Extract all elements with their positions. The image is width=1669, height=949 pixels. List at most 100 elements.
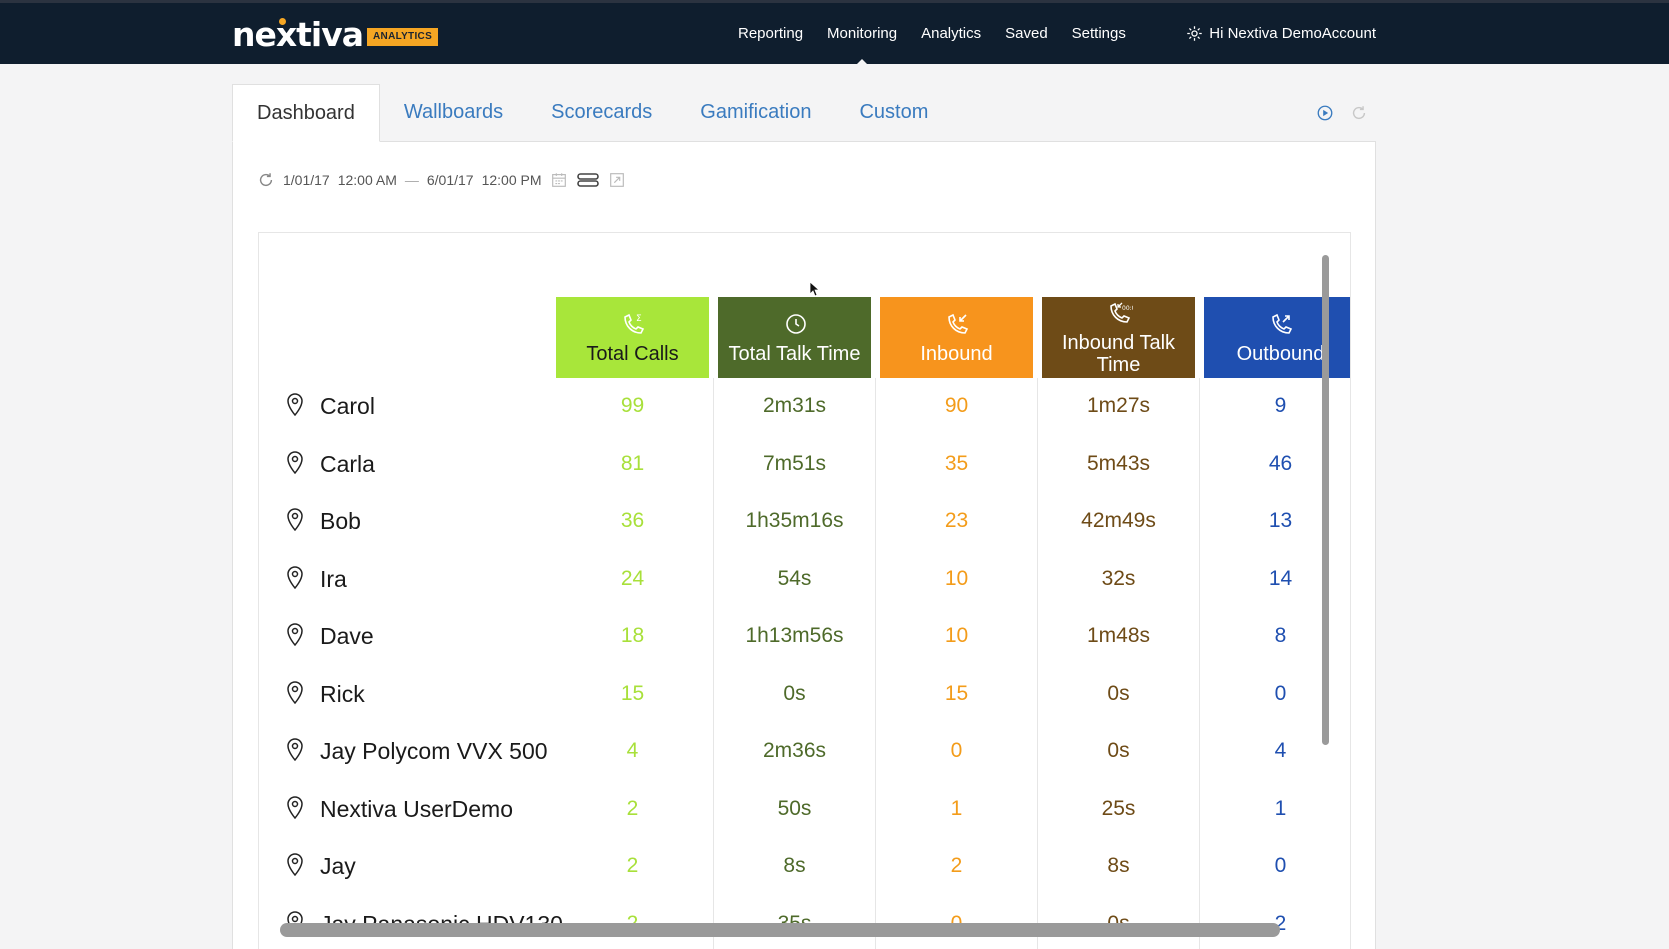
tab-custom[interactable]: Custom <box>859 101 929 123</box>
stat-cell: 0 <box>950 739 963 762</box>
nav-settings[interactable]: Settings <box>1071 25 1126 42</box>
svg-text:Σ: Σ <box>636 314 642 324</box>
location-pin-icon <box>287 853 303 877</box>
play-icon[interactable] <box>1316 104 1334 122</box>
stat-cell: 18 <box>620 624 645 647</box>
column-divider <box>1199 378 1200 949</box>
stat-cell: 2 <box>1274 911 1287 935</box>
stat-cell: 8 <box>1274 624 1287 647</box>
stat-cell: 4 <box>1274 739 1287 762</box>
account-menu[interactable]: Hi Nextiva DemoAccount <box>1186 3 1376 64</box>
calendar-icon[interactable] <box>550 171 568 189</box>
stat-cell: 0s <box>1107 739 1130 762</box>
tab-bar: Dashboard Wallboards Scorecards Gamifica… <box>232 84 1376 142</box>
svg-text:00:00: 00:00 <box>1122 305 1133 312</box>
stat-cell: 14 <box>1268 566 1293 590</box>
stat-cell: 15 <box>944 681 969 705</box>
end-date[interactable]: 6/01/17 <box>426 172 474 188</box>
stat-cell: 10 <box>944 624 969 647</box>
layout-toggle-icon[interactable] <box>576 171 600 189</box>
stat-cell: 2 <box>950 854 963 877</box>
stat-cell: 7m51s <box>762 451 827 475</box>
nav-monitoring[interactable]: Monitoring <box>815 3 909 67</box>
nav-analytics[interactable]: Analytics <box>921 25 982 42</box>
agent-name: Ira <box>320 565 347 592</box>
table-row[interactable]: Bob 36 1h35m16s 23 42m49s 13 <box>259 493 1350 550</box>
stat-cell: 46 <box>1268 451 1293 475</box>
phone-clock-icon <box>785 313 806 334</box>
agent-name: Nextiva UserDemo <box>320 795 513 822</box>
nav-reporting[interactable]: Reporting <box>738 25 804 42</box>
stat-cell: 8s <box>783 854 806 877</box>
top-navbar: nextiva ANALYTICS Reporting Monitoring A… <box>0 0 1669 67</box>
tab-gamification[interactable]: Gamification <box>700 101 812 123</box>
location-pin-icon <box>287 450 303 474</box>
phone-inbound-time-icon: 00:00 <box>1109 302 1133 323</box>
table-row[interactable]: Jay 2 8s 2 8s 0 <box>259 838 1350 895</box>
table-row[interactable]: Dave 18 1h13m56s 10 1m48s 8 <box>259 608 1350 665</box>
refresh-icon[interactable] <box>1350 104 1368 122</box>
end-time[interactable]: 12:00 PM <box>481 172 542 188</box>
stat-cell: 1m27s <box>1086 394 1151 417</box>
vertical-scrollbar[interactable] <box>1322 255 1329 745</box>
location-pin-icon <box>287 623 303 647</box>
stat-cell: 54s <box>777 566 812 590</box>
logo-wordmark: nextiva <box>232 15 364 54</box>
col-inbound-talk-time-label: Inbound Talk Time <box>1061 331 1176 376</box>
col-inbound-label: Inbound <box>920 342 993 365</box>
logo-dot-icon <box>279 18 286 25</box>
start-time[interactable]: 12:00 AM <box>337 172 397 188</box>
table-row[interactable]: Rick 15 0s 15 0s 0 <box>259 666 1350 723</box>
export-icon[interactable] <box>608 171 626 189</box>
phone-sum-icon: Σ <box>623 313 644 334</box>
nav-saved[interactable]: Saved <box>1005 25 1048 42</box>
col-total-talk-time[interactable]: Total Talk Time <box>718 297 871 378</box>
stat-cell: 50s <box>777 796 812 820</box>
tab-scorecards[interactable]: Scorecards <box>551 101 653 123</box>
stat-cell: 2m36s <box>762 739 827 762</box>
tab-dashboard[interactable]: Dashboard <box>232 84 380 142</box>
location-pin-icon <box>287 795 303 819</box>
table-row[interactable]: Carol 99 2m31s 90 1m27s 9 <box>259 378 1350 435</box>
agent-name: Rick <box>320 680 365 707</box>
stat-cell: 8s <box>1107 854 1130 877</box>
table-row[interactable]: Nextiva UserDemo 2 50s 1 25s 1 <box>259 781 1350 838</box>
agent-name: Carol <box>320 393 375 419</box>
greeting-text: Hi Nextiva DemoAccount <box>1209 25 1376 42</box>
start-date[interactable]: 1/01/17 <box>283 172 330 188</box>
table-row[interactable]: Carla 81 7m51s 35 5m43s 46 <box>259 436 1350 493</box>
mouse-cursor-icon <box>809 281 819 297</box>
phone-outbound-icon <box>1271 313 1292 334</box>
agent-name: Dave <box>320 623 374 649</box>
column-divider <box>713 378 714 949</box>
stat-cell: 0s <box>1107 681 1130 705</box>
phone-inbound-icon <box>947 313 968 334</box>
col-inbound[interactable]: Inbound <box>880 297 1033 378</box>
col-outbound-label: Outbound <box>1236 342 1325 365</box>
location-pin-icon <box>287 508 303 532</box>
stat-cell: 25s <box>1101 796 1136 820</box>
col-total-calls[interactable]: Σ Total Calls <box>556 297 709 378</box>
stat-cell: 2 <box>626 796 639 820</box>
col-inbound-talk-time[interactable]: 00:00 Inbound Talk Time <box>1042 297 1195 378</box>
horizontal-scrollbar[interactable] <box>280 923 1280 937</box>
stat-cell: 1h35m16s <box>745 509 844 532</box>
stat-cell: 0s <box>783 681 806 705</box>
stat-cell: 2 <box>626 854 639 877</box>
date-separator: — <box>404 172 419 188</box>
agent-name: Bob <box>320 508 361 534</box>
stat-cell: 4 <box>626 739 639 762</box>
agent-name: Jay <box>320 853 356 879</box>
stat-cell: 99 <box>620 394 645 417</box>
agent-name: Carla <box>320 450 375 477</box>
table-row[interactable]: Ira 24 54s 10 32s 14 <box>259 551 1350 608</box>
stat-cell: 5m43s <box>1086 451 1151 475</box>
nextiva-analytics-logo[interactable]: nextiva ANALYTICS <box>232 15 439 54</box>
stat-cell: 9 <box>1274 394 1287 417</box>
stat-cell: 32s <box>1101 566 1136 590</box>
table-row[interactable]: Jay Polycom VVX 500 4 2m36s 0 0s 4 <box>259 723 1350 780</box>
reload-icon[interactable] <box>257 171 275 189</box>
tab-wallboards[interactable]: Wallboards <box>403 101 504 123</box>
stat-cell: 13 <box>1268 509 1293 532</box>
logo-badge: ANALYTICS <box>367 28 439 46</box>
